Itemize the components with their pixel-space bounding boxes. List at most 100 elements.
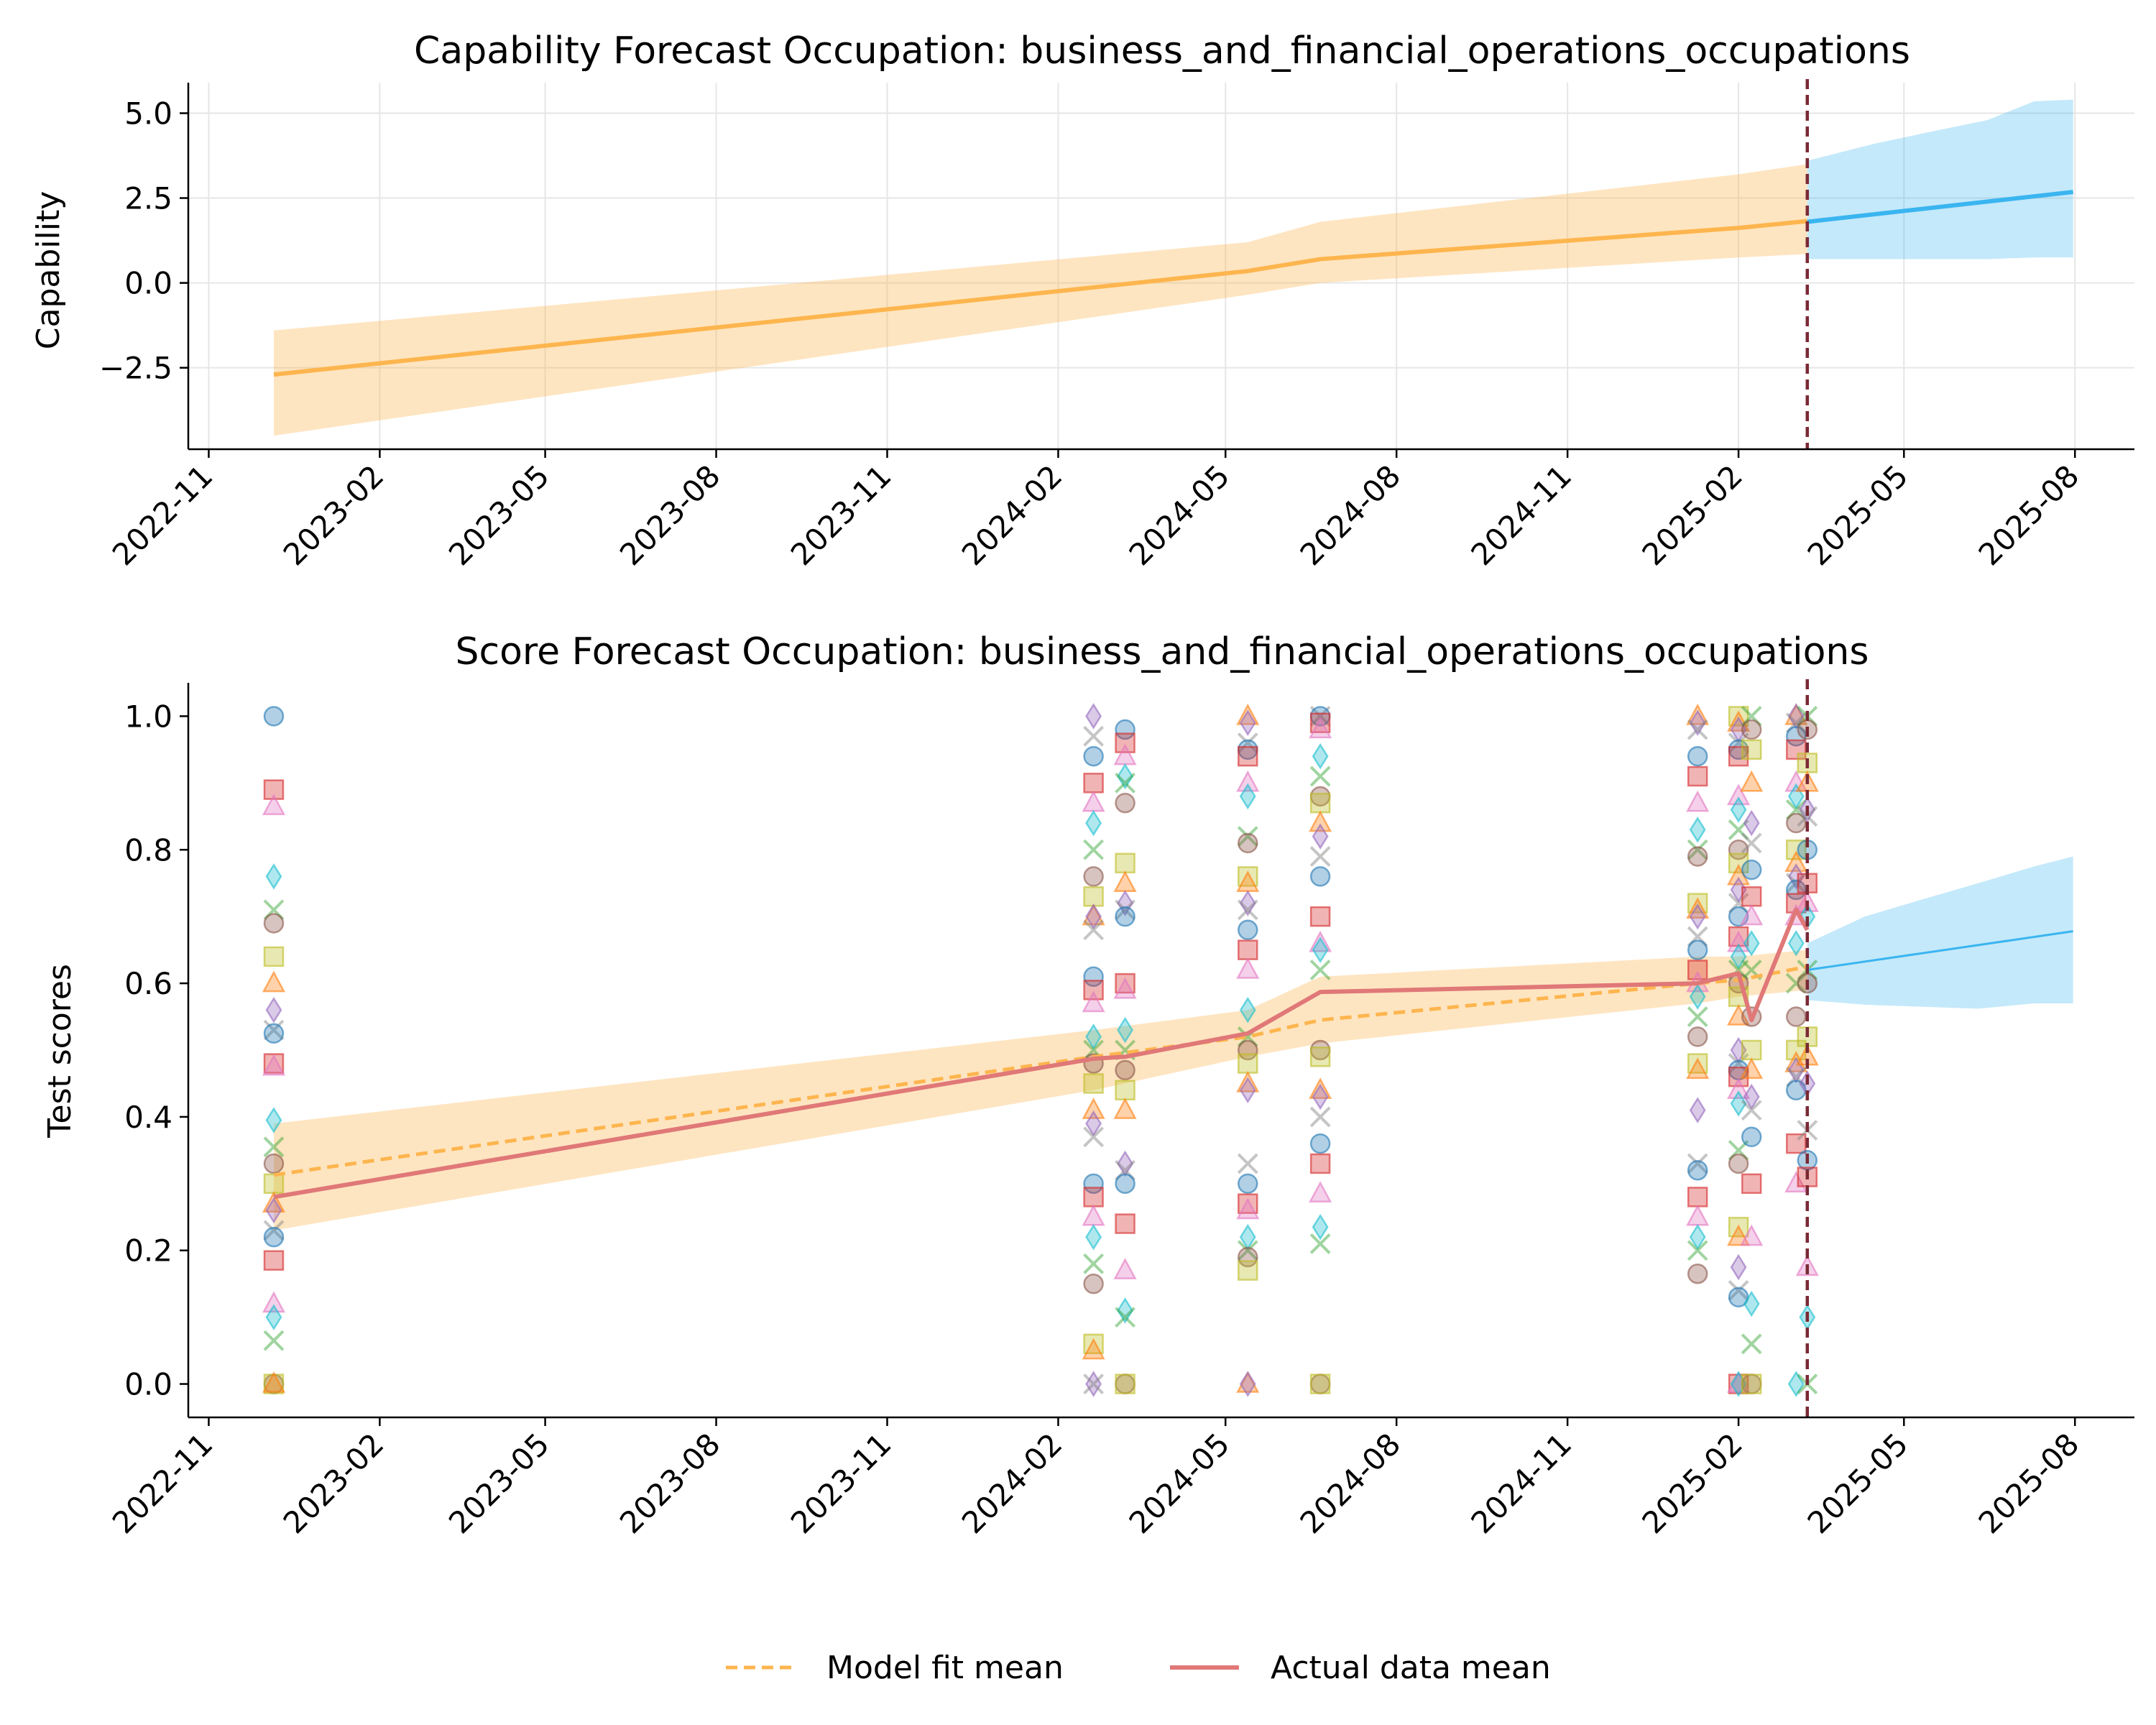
- score-point: [1085, 703, 1102, 730]
- score-point: [1083, 773, 1104, 794]
- forecast-mean-line: [1807, 190, 2073, 224]
- score-point: [1687, 1159, 1708, 1181]
- score-point: [1117, 1016, 1134, 1044]
- score-point: [1785, 972, 1807, 994]
- score-point: [1115, 1213, 1135, 1234]
- score-point: [1115, 1173, 1135, 1195]
- score-point: [1309, 1233, 1331, 1254]
- score-point: [1309, 1374, 1331, 1394]
- score-point: [263, 1023, 285, 1044]
- score-point: [262, 970, 286, 993]
- score-point: [1082, 1097, 1105, 1119]
- score-point: [1797, 806, 1818, 827]
- score-point: [1117, 763, 1134, 790]
- score-point: [1085, 903, 1102, 930]
- actual-mean-line: [273, 907, 1810, 1200]
- score-point: [1687, 1026, 1708, 1047]
- score-point: [1239, 709, 1256, 737]
- score-point: [1741, 1374, 1762, 1394]
- score-point: [1687, 939, 1708, 960]
- forecast-mean-line: [1807, 930, 2073, 971]
- score-point: [1730, 1254, 1747, 1281]
- score-point: [263, 1153, 285, 1174]
- score-point: [1083, 1187, 1104, 1208]
- score-point: [263, 1173, 285, 1195]
- score-point: [1082, 990, 1105, 1013]
- score-point: [1083, 919, 1105, 941]
- score-point: [1728, 745, 1749, 767]
- score-point: [1309, 792, 1331, 814]
- score-point: [262, 1054, 286, 1076]
- score-point: [1741, 719, 1762, 740]
- score-point: [1785, 873, 1807, 894]
- score-point: [263, 913, 285, 934]
- score-point: [1687, 839, 1708, 860]
- score-point: [1786, 1006, 1807, 1027]
- score-point: [1741, 739, 1762, 760]
- fit-uncertainty-band: [273, 949, 1807, 1230]
- y-tick-label: 0.0: [124, 1367, 172, 1402]
- score-point: [265, 996, 282, 1024]
- score-point: [1113, 1097, 1137, 1119]
- score-point: [263, 1226, 285, 1248]
- score-point: [1741, 1126, 1762, 1148]
- score-point: [1689, 983, 1706, 1011]
- score-point: [1309, 960, 1331, 980]
- score-point: [1309, 846, 1331, 867]
- score-point: [1687, 960, 1708, 980]
- score-y-axis-label: Test scores: [42, 964, 78, 1138]
- score-point: [1743, 1083, 1760, 1110]
- score-point: [1237, 1153, 1258, 1174]
- score-point: [1687, 765, 1708, 787]
- score-point: [1238, 832, 1258, 854]
- score-point: [1740, 770, 1764, 792]
- score-point: [1741, 1173, 1762, 1195]
- score-point: [1728, 1053, 1749, 1074]
- score-point: [1743, 929, 1760, 957]
- legend-fit-label: Model fit mean: [826, 1650, 1064, 1686]
- score-point: [1085, 1223, 1102, 1251]
- score-point: [1113, 977, 1137, 999]
- score-point: [1238, 1053, 1258, 1074]
- score-point: [263, 1019, 285, 1041]
- score-point: [1309, 1181, 1332, 1203]
- score-y-ticks: 0.0 0.2 0.4 0.6 0.8 1.0: [124, 699, 188, 1402]
- score-point: [1117, 890, 1134, 916]
- score-point: [1085, 1024, 1102, 1050]
- score-point: [1115, 899, 1135, 921]
- score-point: [1115, 792, 1135, 814]
- score-point: [1236, 1197, 1260, 1220]
- score-point: [1786, 1133, 1807, 1154]
- score-lines: [273, 679, 2073, 1417]
- score-point: [1726, 930, 1751, 952]
- score-point: [1309, 866, 1331, 887]
- score-point: [262, 1291, 286, 1313]
- y-tick-label: 0.6: [124, 966, 172, 1001]
- score-point: [1309, 717, 1332, 739]
- fit-mean-line: [273, 218, 1808, 377]
- score-point: [1309, 765, 1331, 787]
- score-point: [1687, 745, 1708, 767]
- score-point: [1784, 850, 1808, 873]
- score-point: [1083, 1374, 1105, 1394]
- score-point: [1312, 937, 1329, 963]
- capability-grid: [188, 83, 2134, 449]
- score-point: [1238, 745, 1258, 767]
- score-point: [1787, 863, 1805, 890]
- score-point: [1083, 839, 1105, 860]
- score-point: [1741, 1333, 1762, 1355]
- score-point: [1730, 796, 1747, 823]
- score-point: [1687, 1006, 1708, 1027]
- score-point: [1115, 1307, 1135, 1328]
- score-point: [1083, 1073, 1104, 1094]
- score-point: [1236, 770, 1260, 792]
- score-point: [263, 1330, 285, 1351]
- score-point: [263, 1136, 285, 1158]
- score-point: [1239, 996, 1256, 1024]
- y-tick-label: 2.5: [124, 181, 172, 216]
- score-point: [1741, 886, 1762, 907]
- y-tick-label: 0.2: [124, 1233, 172, 1269]
- score-point: [1312, 742, 1329, 770]
- score-point: [1784, 770, 1808, 792]
